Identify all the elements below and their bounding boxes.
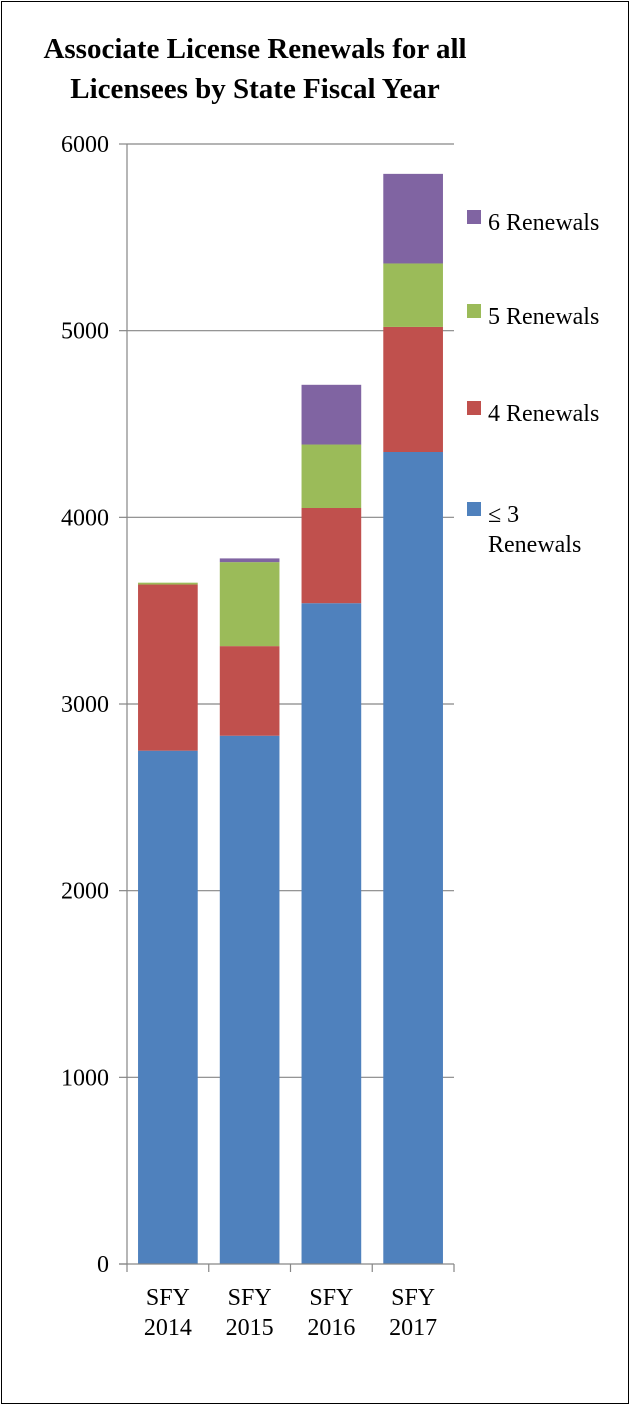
x-tick-labels: SFY 2014 SFY 2015 SFY 2016 SFY 2017 [144, 1285, 437, 1341]
x-tick-label: SFY [228, 1285, 272, 1311]
x-tick-label: 2014 [144, 1315, 192, 1341]
bar-segment-series-1-cat-0 [138, 584, 198, 751]
x-tick-label: 2016 [307, 1315, 355, 1341]
bar-segment-series-0-cat-3 [383, 452, 443, 1264]
x-tick-label: SFY [146, 1285, 190, 1311]
legend-label: Renewals [488, 532, 581, 558]
bar-segment-series-0-cat-2 [301, 603, 362, 1264]
y-tick-label: 5000 [61, 319, 109, 345]
x-tick-label: 2015 [226, 1315, 274, 1341]
y-tick-label: 6000 [61, 132, 109, 158]
bar-segment-series-3-cat-1 [219, 558, 280, 563]
legend-swatch [467, 502, 481, 516]
legend-label: 5 Renewals [488, 304, 599, 330]
y-tick-label: 4000 [61, 505, 109, 531]
bar-segment-series-2-cat-3 [383, 263, 443, 327]
bar-segment-series-0-cat-0 [138, 750, 198, 1264]
chart-title-line-2: Licensees by State Fiscal Year [70, 73, 440, 105]
bars [138, 173, 443, 1264]
x-tick-label: SFY [309, 1285, 353, 1311]
axes [119, 144, 455, 1272]
legend-swatch [467, 401, 481, 415]
bar-segment-series-2-cat-1 [219, 562, 280, 647]
bar-segment-series-2-cat-0 [138, 582, 198, 585]
y-tick-label: 3000 [61, 692, 109, 718]
x-tick-label: SFY [391, 1285, 435, 1311]
bar-segment-series-2-cat-2 [301, 444, 362, 508]
legend: 6 Renewals 5 Renewals 4 Renewals ≤ 3 Renewal… [467, 210, 599, 558]
y-tick-label: 1000 [61, 1065, 109, 1091]
bar-segment-series-3-cat-2 [301, 384, 362, 445]
legend-label: ≤ 3 [488, 502, 519, 528]
bar-segment-series-1-cat-3 [383, 326, 443, 452]
bar-segment-series-3-cat-3 [383, 173, 443, 264]
y-tick-label: 2000 [61, 879, 109, 905]
y-tick-labels: 0 1000 2000 3000 4000 5000 6000 [61, 132, 109, 1278]
x-tick-label: 2017 [389, 1315, 437, 1341]
bar-segment-series-1-cat-2 [301, 508, 362, 604]
y-tick-label: 0 [97, 1252, 109, 1278]
legend-label: 4 Renewals [488, 401, 599, 427]
legend-swatch [467, 304, 481, 318]
bar-segment-series-0-cat-1 [219, 735, 280, 1264]
legend-label: 6 Renewals [488, 210, 599, 236]
chart-title-line-1: Associate License Renewals for all [43, 33, 466, 65]
bar-segment-series-1-cat-1 [219, 646, 280, 736]
legend-swatch [467, 210, 481, 224]
